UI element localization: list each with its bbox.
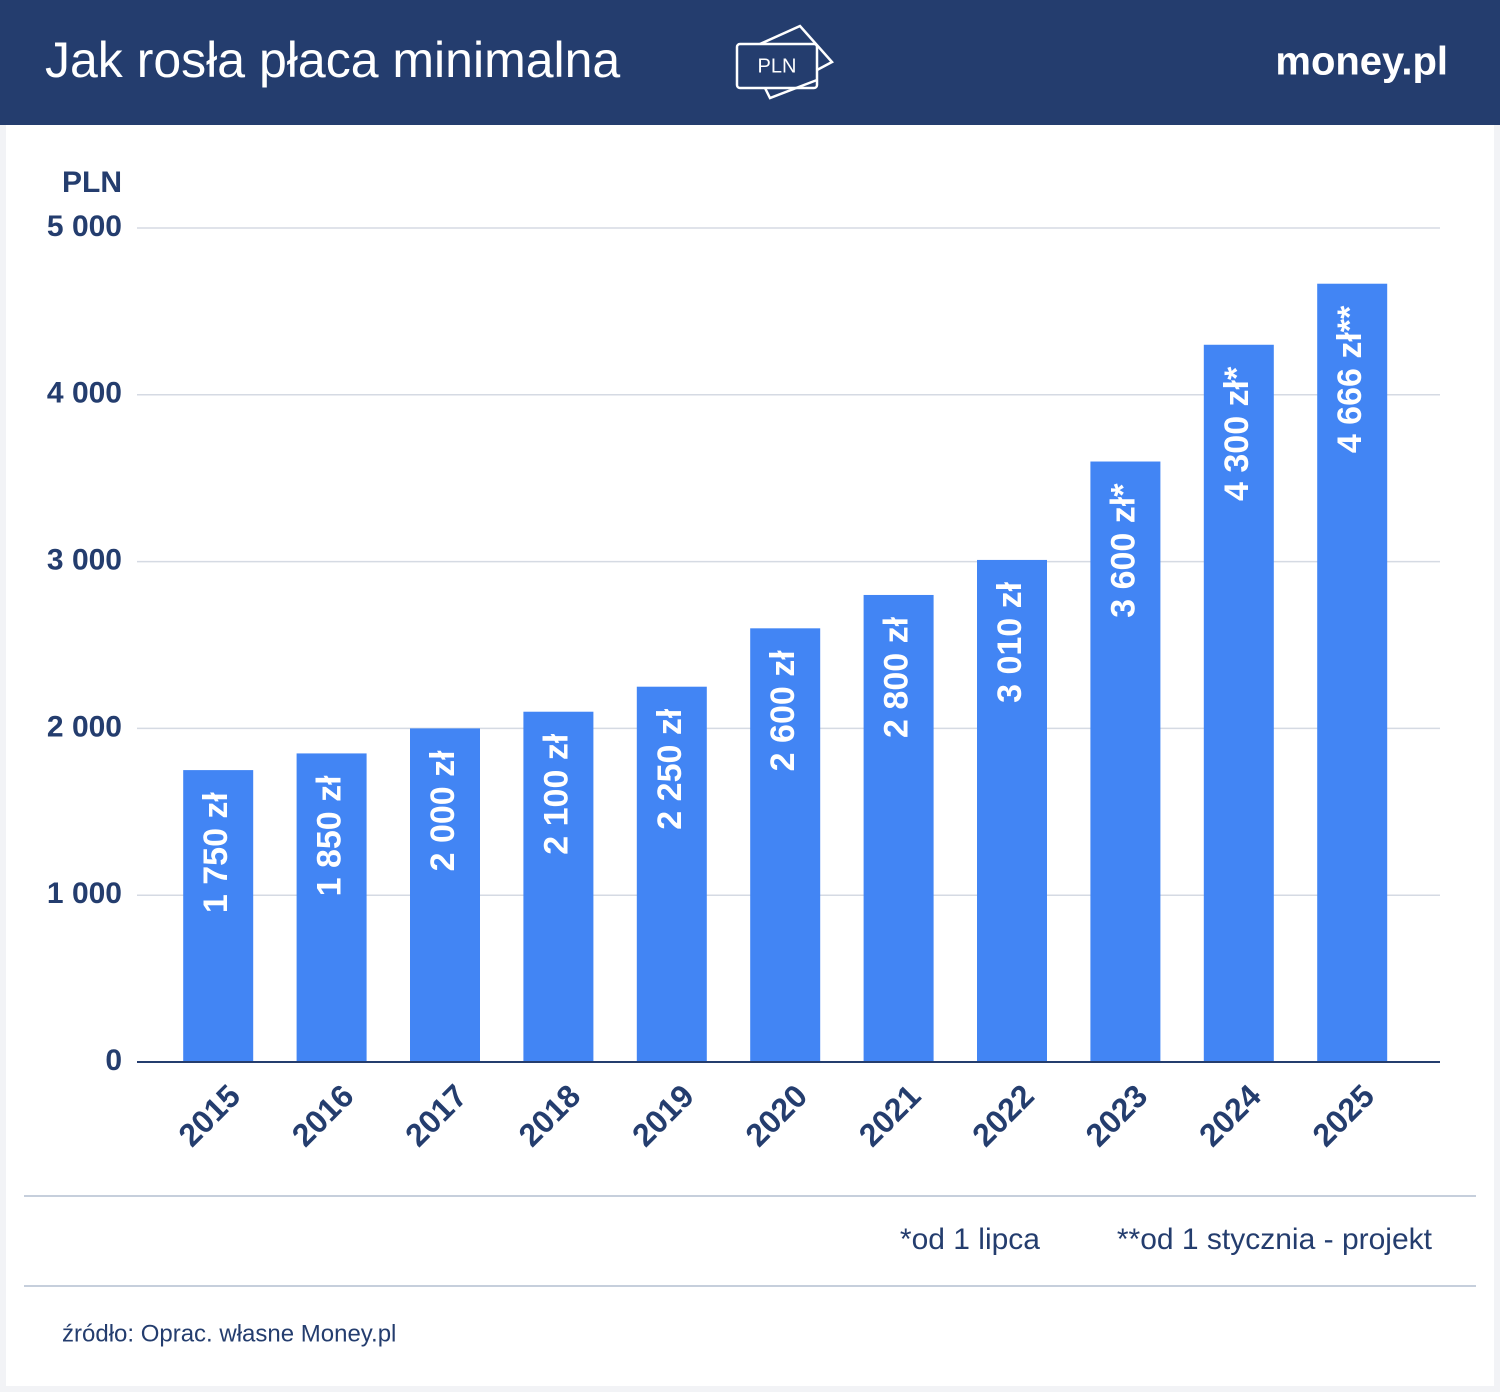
bar (183, 770, 254, 1062)
value-label: 3 010 zł (991, 581, 1029, 703)
value-label: 1 750 zł (197, 792, 235, 914)
value-label: 4 666 zł** (1331, 305, 1369, 453)
footnote: **od 1 stycznia - projekt (1117, 1223, 1433, 1256)
y-axis-label: PLN (62, 166, 122, 199)
value-label: 2 000 zł (424, 750, 462, 872)
bar (750, 628, 821, 1062)
bar (636, 686, 707, 1062)
bar (1317, 283, 1388, 1063)
header (0, 0, 1500, 125)
value-label: 3 600 zł* (1104, 483, 1142, 618)
y-tick-label: 1 000 (47, 877, 122, 910)
brand: money.pl (1275, 40, 1448, 84)
icon-label: PLN (758, 55, 797, 77)
value-label: 1 850 zł (311, 775, 349, 897)
y-tick-label: 5 000 (47, 210, 122, 243)
value-label: 2 100 zł (537, 733, 575, 855)
source: źródło: Oprac. własne Money.pl (62, 1320, 396, 1347)
bar (523, 711, 594, 1062)
value-label: 4 300 zł* (1218, 366, 1256, 501)
y-tick-label: 2 000 (47, 710, 122, 743)
bar (1203, 344, 1274, 1062)
value-label: 2 800 zł (878, 616, 916, 738)
bar (863, 594, 934, 1062)
chart-title: Jak rosła płaca minimalna (45, 32, 620, 88)
value-label: 2 250 zł (651, 708, 689, 830)
y-tick-label: 0 (105, 1044, 122, 1077)
bar (1090, 461, 1161, 1062)
bar (296, 753, 367, 1062)
pln-icon (735, 24, 834, 100)
value-label: 2 600 zł (764, 650, 802, 772)
y-tick-label: 3 000 (47, 544, 122, 577)
bar (410, 728, 480, 1062)
y-tick-label: 4 000 (47, 377, 122, 410)
footnote: *od 1 lipca (900, 1223, 1040, 1256)
bar (977, 559, 1047, 1062)
